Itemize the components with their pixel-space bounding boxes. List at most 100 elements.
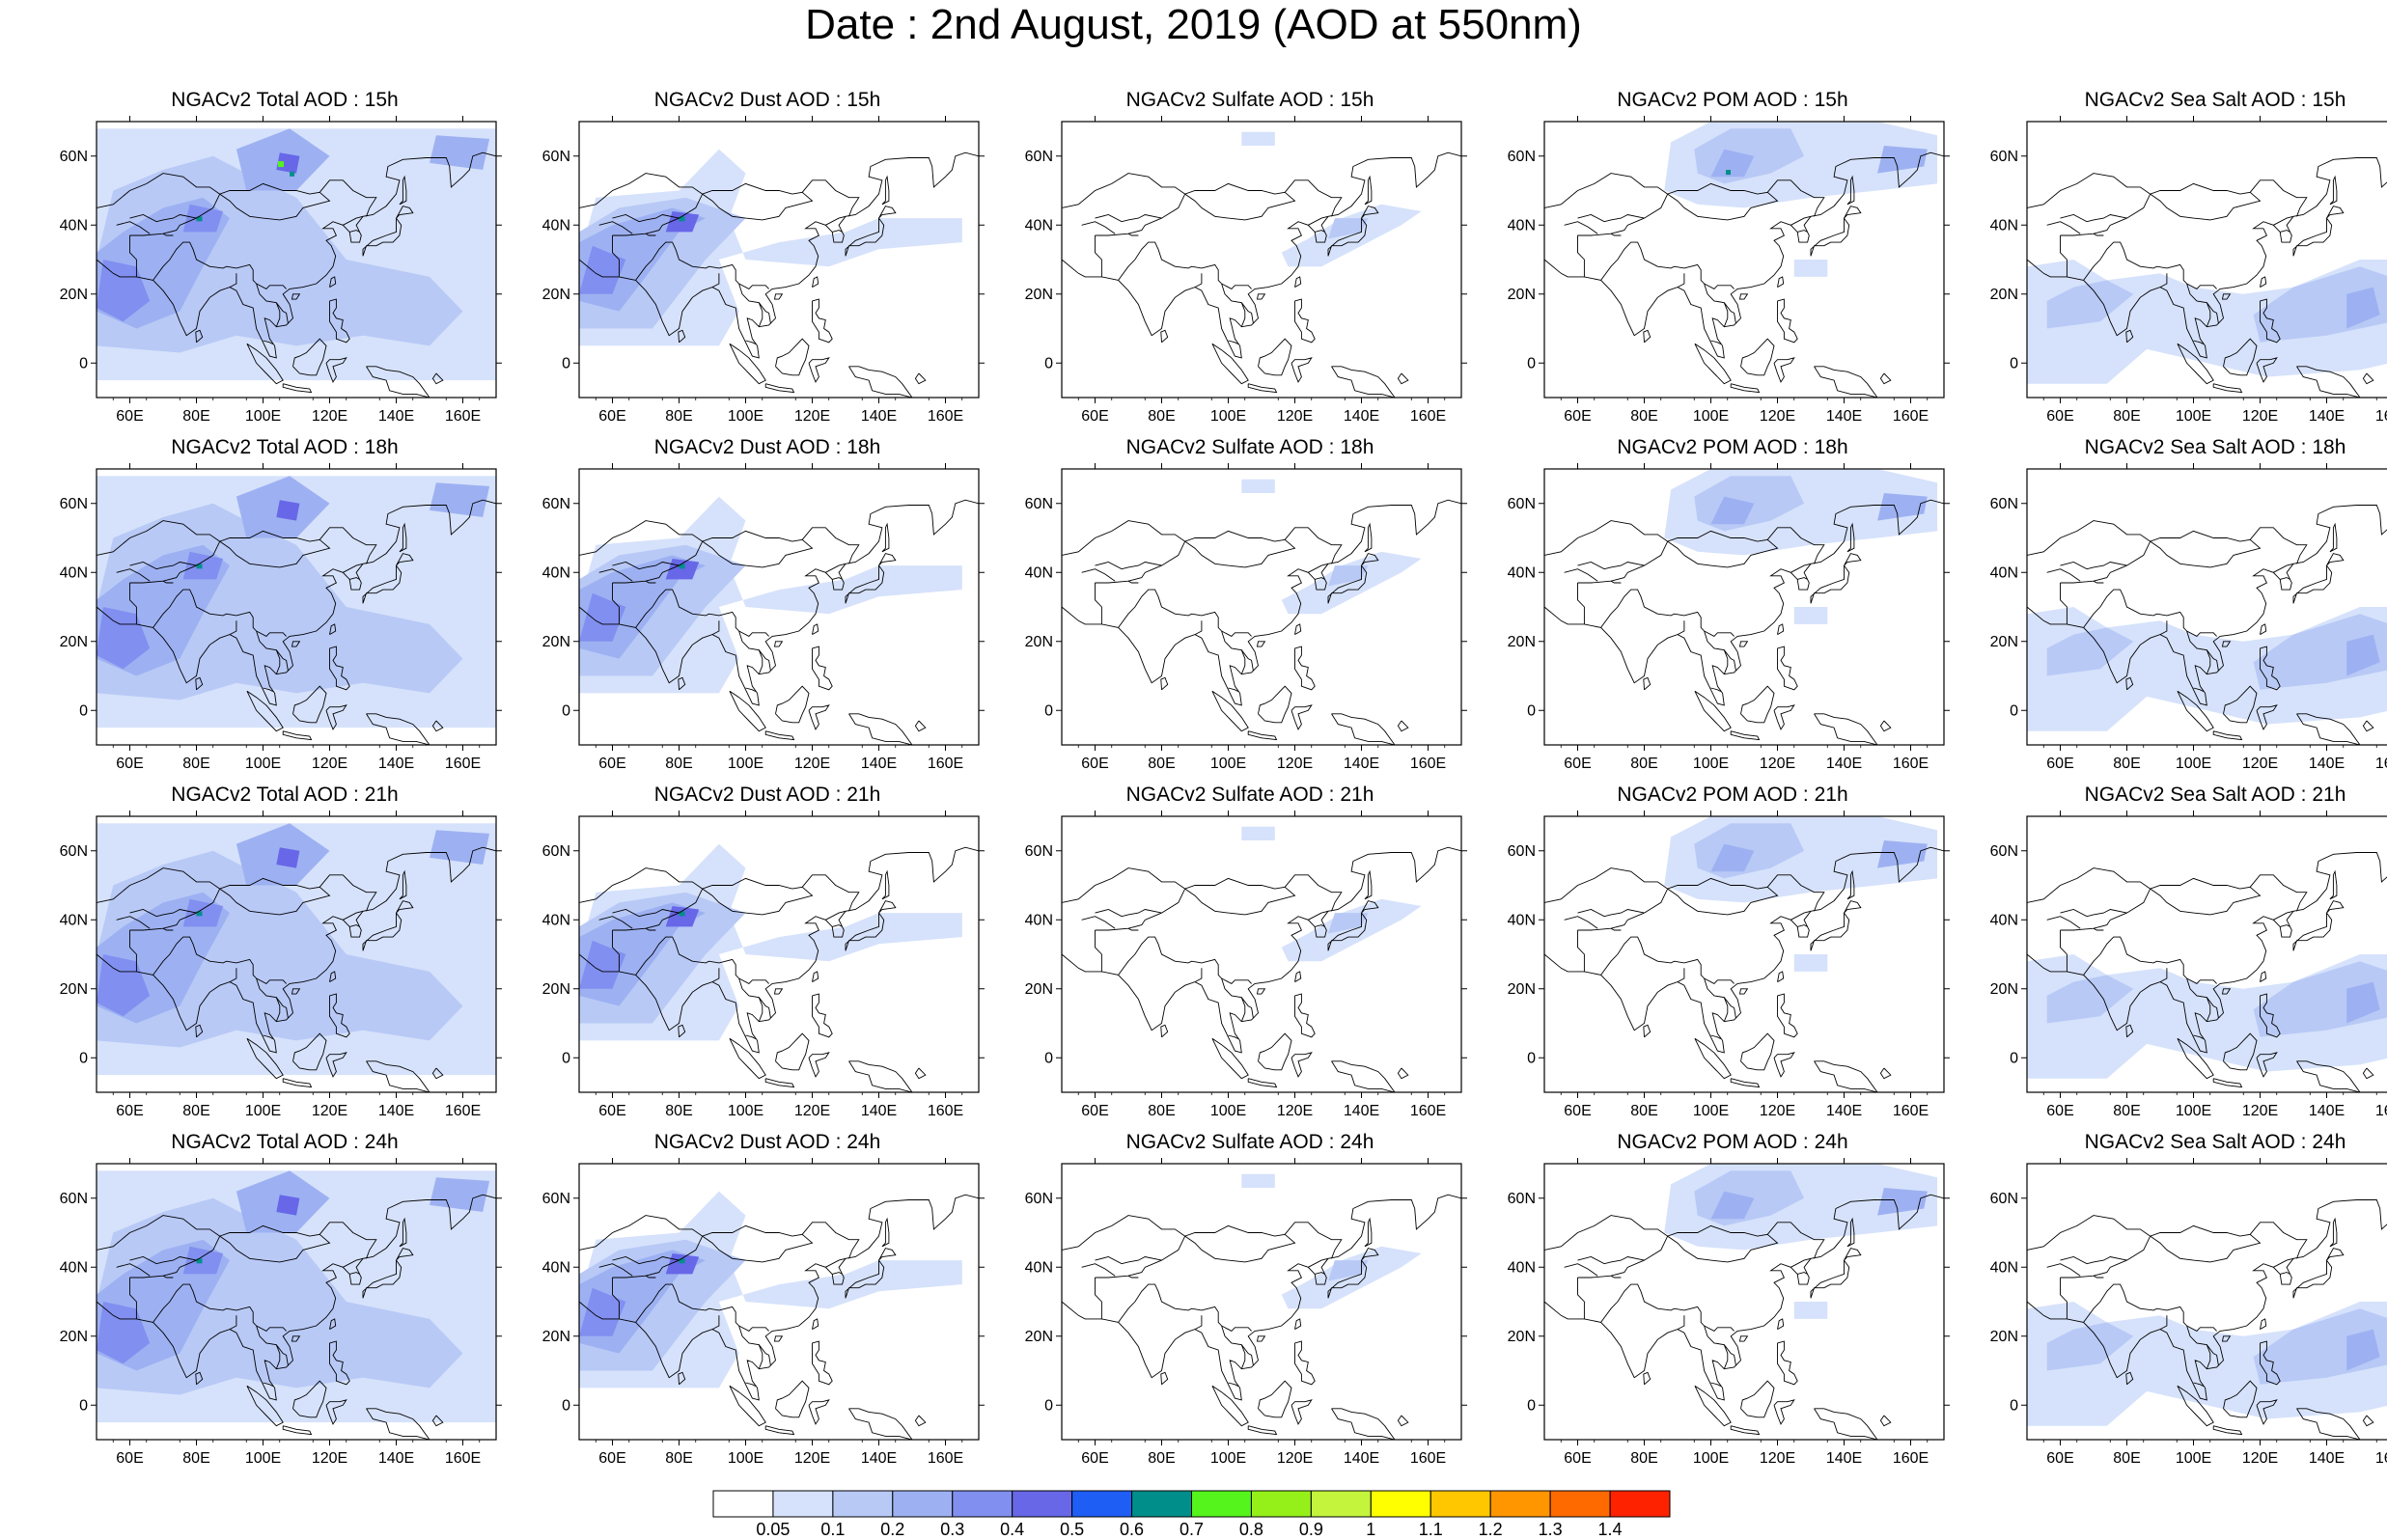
lon-tick-label: 160E bbox=[2375, 1450, 2387, 1467]
panel-title: NGACv2 Dust AOD : 18h bbox=[653, 436, 881, 458]
coastline bbox=[329, 276, 337, 288]
map-panel: NGACv2 Sulfate AOD : 18h 60E 80E 100E 120E 14… bbox=[1013, 436, 1486, 772]
lat-tick-label: 60N bbox=[1990, 1191, 2018, 1207]
lon-tick-label: 140E bbox=[378, 756, 414, 772]
country-border bbox=[1081, 568, 1116, 582]
colorbar-swatch bbox=[832, 1490, 894, 1518]
map-frame bbox=[578, 815, 980, 1093]
coastline bbox=[1397, 720, 1409, 732]
country-border bbox=[1667, 538, 1779, 568]
country-border bbox=[1704, 283, 1735, 289]
lat-tick-label: 20N bbox=[1025, 287, 1053, 303]
country-border bbox=[1062, 1215, 1185, 1251]
coastline bbox=[329, 646, 350, 691]
lon-tick-label: 80E bbox=[1148, 408, 1175, 425]
lon-tick-label: 140E bbox=[1344, 756, 1379, 772]
coastline bbox=[1327, 206, 1379, 257]
lon-tick-label: 80E bbox=[2113, 1103, 2140, 1119]
lon-tick-label: 60E bbox=[1564, 756, 1591, 772]
colorbar-swatch bbox=[712, 1490, 774, 1518]
country-border bbox=[1723, 1344, 1736, 1366]
coastline bbox=[914, 1415, 927, 1427]
country-border bbox=[2186, 1325, 2211, 1369]
coastline bbox=[775, 1380, 810, 1418]
coastline bbox=[1730, 1425, 1761, 1436]
lat-tick-label: 20N bbox=[1508, 287, 1536, 303]
coastline bbox=[881, 522, 890, 553]
lon-tick-label: 140E bbox=[1344, 1103, 1379, 1119]
coastlines bbox=[1544, 499, 1944, 745]
map-plot: 60E 80E 100E 120E 140E 160E 60N 40N 20N 0 bbox=[531, 116, 985, 425]
coastline bbox=[808, 704, 830, 730]
country-border bbox=[343, 563, 364, 573]
country-border bbox=[2280, 924, 2290, 927]
aod-hotspot bbox=[196, 564, 203, 569]
lon-tick-label: 80E bbox=[1630, 1450, 1657, 1467]
aod-patch bbox=[579, 940, 626, 989]
country-border bbox=[1710, 1382, 1722, 1387]
lat-tick-label: 60N bbox=[1508, 496, 1536, 512]
coastline bbox=[1258, 338, 1292, 376]
country-border bbox=[1228, 1382, 1239, 1387]
aod-field bbox=[2027, 1302, 2387, 1426]
country-border bbox=[2186, 283, 2217, 289]
coastline bbox=[2027, 852, 2387, 1054]
colorbar-swatch bbox=[1071, 1490, 1133, 1518]
coastline bbox=[195, 676, 204, 691]
map-frame bbox=[1061, 468, 1462, 746]
map-frame bbox=[1543, 468, 1945, 746]
coastline bbox=[2296, 366, 2361, 398]
lon-tick-label: 80E bbox=[665, 408, 692, 425]
lon-tick-label: 120E bbox=[794, 1103, 830, 1119]
country-border bbox=[645, 233, 656, 236]
map-svg: 60E 80E 100E 120E 140E 160E 60N 40N 20N 0 bbox=[1990, 1158, 2387, 1467]
map-plot: 60E 80E 100E 120E 140E 160E 60N 40N 20N 0 bbox=[48, 463, 502, 772]
lat-tick-label: 40N bbox=[60, 217, 88, 234]
lon-tick-label: 120E bbox=[794, 1450, 830, 1467]
country-border bbox=[97, 173, 220, 208]
aod-patch bbox=[1793, 607, 1828, 624]
country-border bbox=[1095, 235, 1102, 277]
coastline bbox=[914, 1067, 927, 1080]
country-border bbox=[635, 1283, 739, 1327]
lon-tick-label: 60E bbox=[116, 756, 143, 772]
lon-tick-label: 60E bbox=[598, 1103, 625, 1119]
coastline bbox=[362, 206, 414, 257]
colorbar-swatch bbox=[1609, 1490, 1671, 1518]
panel-title: NGACv2 Sea Salt AOD : 15h bbox=[2084, 89, 2346, 111]
lat-tick-label: 40N bbox=[1025, 912, 1053, 928]
lon-tick-label: 100E bbox=[1210, 408, 1246, 425]
coastline bbox=[812, 276, 819, 288]
country-border bbox=[598, 1263, 633, 1277]
coastlines bbox=[1062, 499, 1461, 745]
aod-patch bbox=[430, 135, 490, 170]
coastline bbox=[1160, 329, 1169, 344]
country-border bbox=[1240, 302, 1254, 324]
coastline bbox=[1643, 1024, 1651, 1038]
coastline bbox=[2296, 1060, 2361, 1092]
coastline bbox=[812, 1318, 819, 1330]
country-border bbox=[2083, 241, 2187, 285]
country-border bbox=[598, 916, 633, 929]
lon-tick-label: 60E bbox=[1564, 1450, 1591, 1467]
map-frame bbox=[96, 815, 497, 1093]
country-border bbox=[1194, 620, 1203, 635]
country-border bbox=[129, 583, 137, 624]
coastline bbox=[678, 676, 686, 691]
coastline bbox=[2260, 623, 2267, 635]
lon-tick-label: 60E bbox=[2046, 1103, 2073, 1119]
map-plot: 60E 80E 100E 120E 140E 160E 60N 40N 20N 0 bbox=[48, 1158, 502, 1467]
coastline bbox=[775, 338, 810, 376]
aod-field bbox=[579, 149, 962, 346]
lon-tick-label: 140E bbox=[1344, 408, 1379, 425]
coastline bbox=[2292, 1248, 2345, 1299]
country-border bbox=[1095, 1256, 1162, 1265]
country-border bbox=[2280, 1272, 2290, 1275]
map-frame bbox=[1061, 121, 1462, 399]
coastline bbox=[848, 1408, 913, 1440]
country-border bbox=[702, 191, 814, 221]
country-border bbox=[2150, 191, 2262, 221]
country-border bbox=[349, 1272, 360, 1275]
coastline bbox=[2125, 329, 2134, 344]
country-border bbox=[745, 1382, 757, 1387]
